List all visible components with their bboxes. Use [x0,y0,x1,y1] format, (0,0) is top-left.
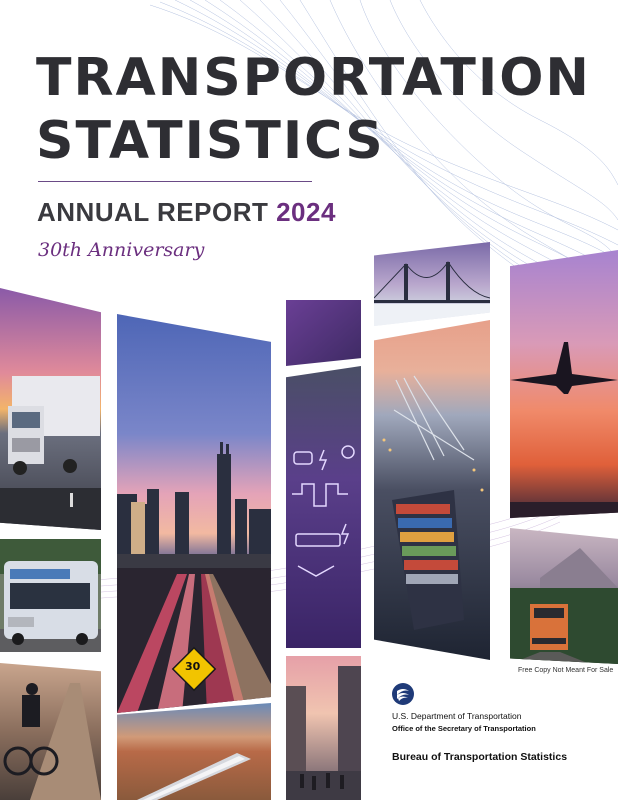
title-line-1: TRANSPORTATION [36,48,591,108]
photo-cyclist [0,663,101,800]
anniversary-label: 30th Anniversary [38,239,205,261]
photo-ev-technology [286,366,361,648]
photo-airplane [510,250,618,518]
photo-freight-train [510,528,618,664]
photo-suspension-bridge [374,242,490,326]
color-block-purple [286,300,361,366]
title-divider [38,181,312,182]
photo-truck [0,288,101,530]
photo-cargo-port [374,320,490,660]
bureau-name: Bureau of Transportation Statistics [392,751,568,763]
photo-city-highway: 30 [117,314,271,713]
office-name: Office of the Secretary of Transportatio… [392,724,536,733]
dot-logo-icon [392,683,414,705]
title-line-2: STATISTICS [36,111,385,171]
disclaimer-text: Free Copy Not Meant For Sale [518,667,614,674]
speed-sign-text: 30 [185,660,201,673]
report-subtitle: ANNUAL REPORT 2024 [37,196,336,228]
report-year: 2024 [276,197,336,227]
photo-city-street [286,656,361,800]
subtitle-prefix: ANNUAL REPORT [37,197,277,227]
photo-pipeline [117,703,271,800]
photo-bus [0,539,101,652]
department-name: U.S. Department of Transportation [392,711,522,721]
